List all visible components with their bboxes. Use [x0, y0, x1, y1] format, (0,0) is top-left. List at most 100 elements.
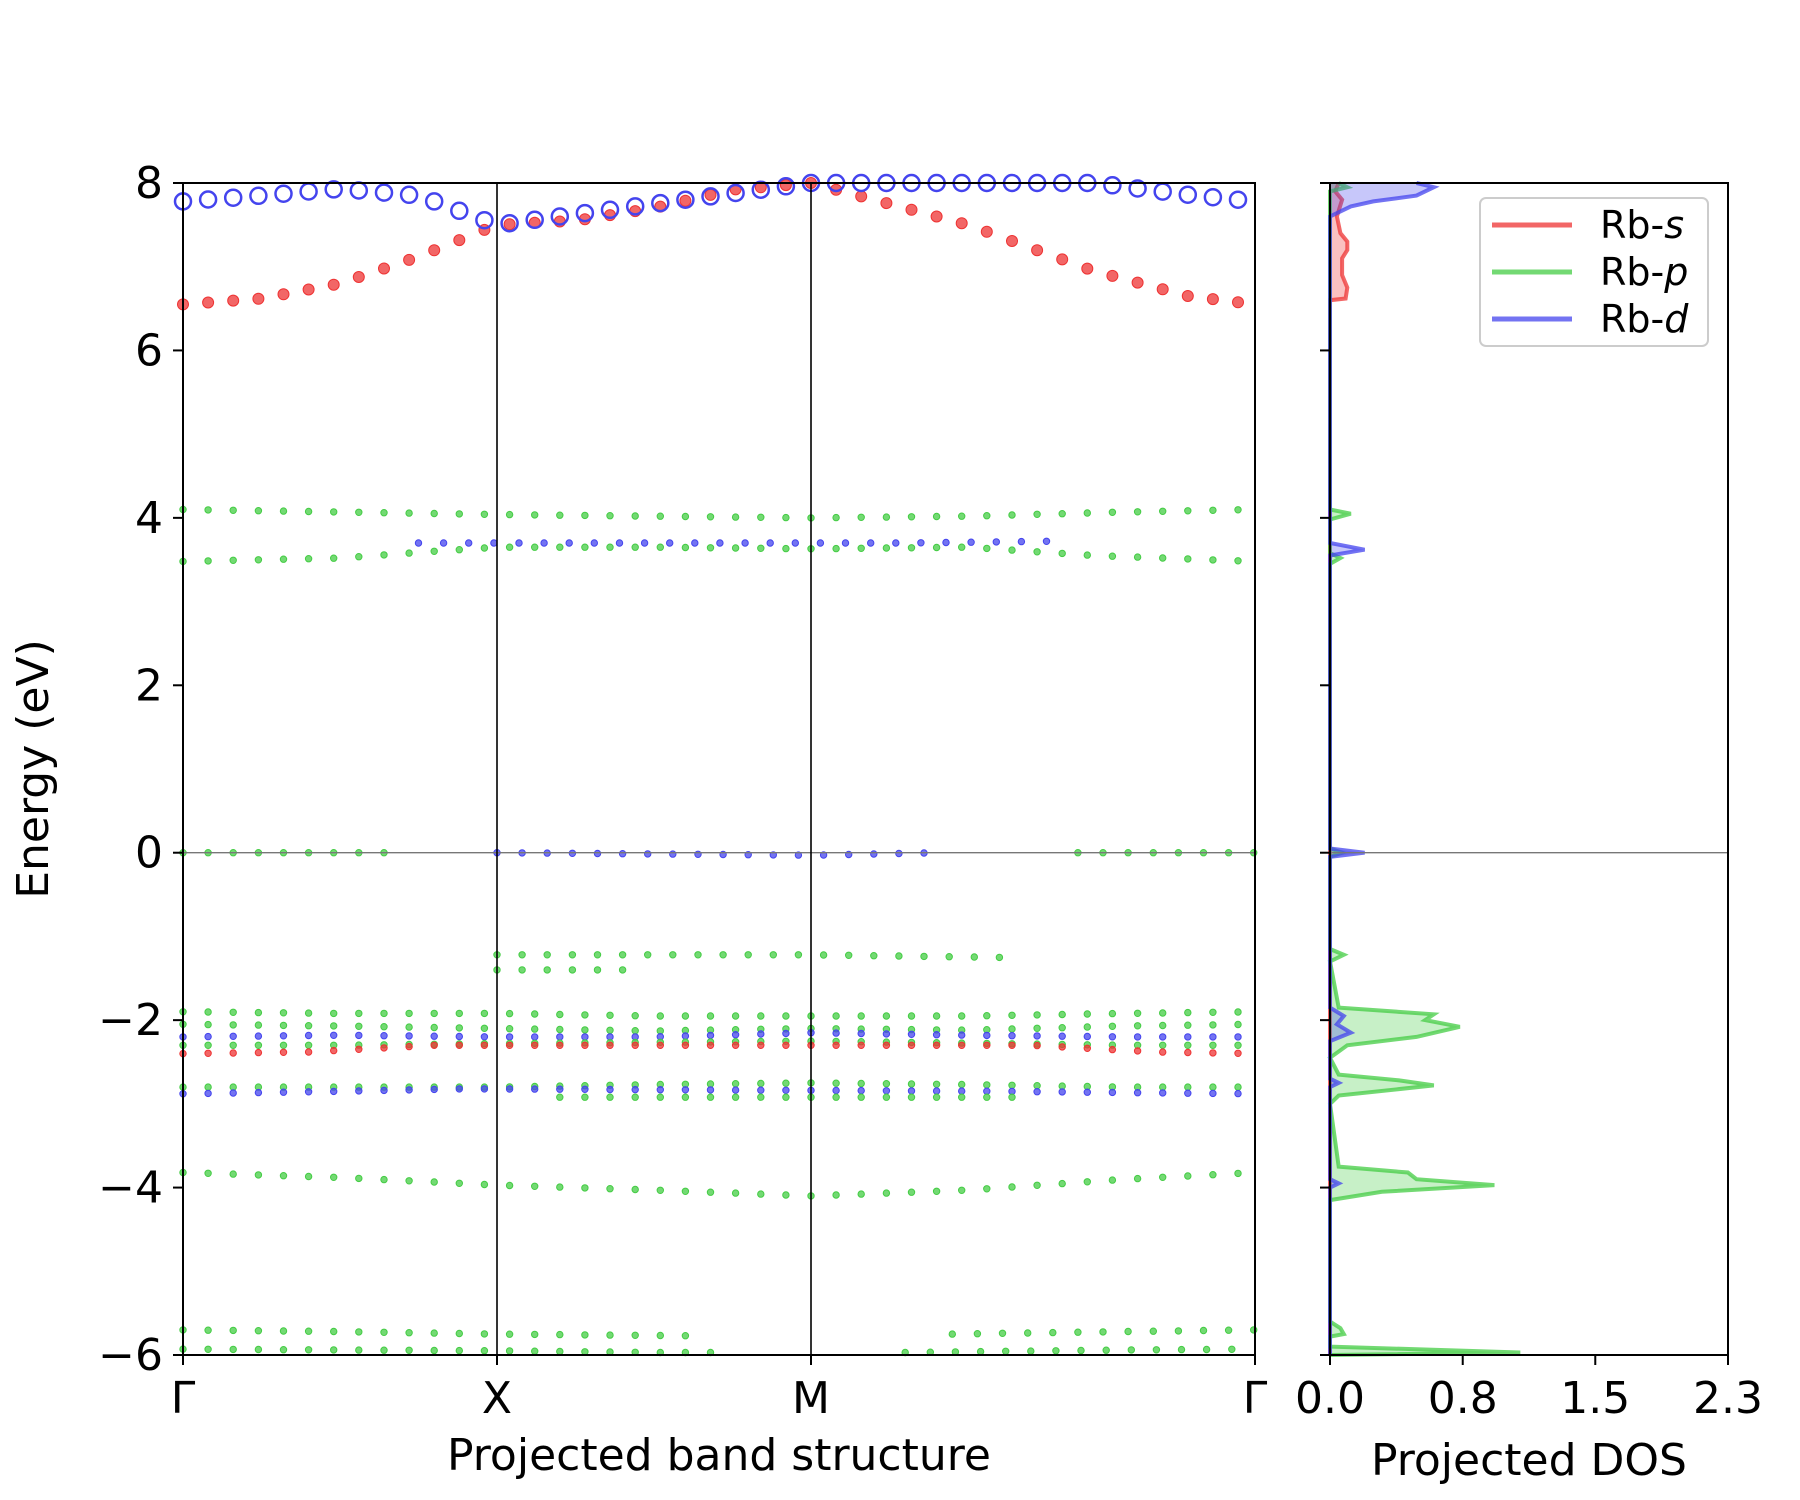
band-point [983, 512, 991, 520]
k-point-label: Γ [171, 1373, 196, 1424]
band-point [531, 1182, 539, 1191]
band-point [279, 1032, 288, 1040]
band-point [279, 1088, 288, 1096]
band-point [1128, 179, 1147, 198]
band-point [1234, 1089, 1242, 1098]
k-point-label: M [792, 1373, 830, 1424]
band-point [1108, 552, 1117, 560]
band-point [855, 190, 868, 203]
band-point [782, 1086, 790, 1095]
band-point [355, 1174, 363, 1183]
band-point [380, 551, 388, 559]
band-point [832, 513, 840, 522]
band-point [857, 1086, 865, 1095]
band-point [505, 1009, 514, 1018]
band-point [1131, 276, 1144, 289]
band-point [204, 1345, 212, 1354]
band-point [970, 953, 978, 961]
band-point [405, 1329, 413, 1337]
band-point [782, 1093, 790, 1101]
band-point [531, 1347, 539, 1355]
band-point [882, 1041, 891, 1050]
band-point [1199, 1326, 1208, 1335]
band-point [330, 1173, 338, 1182]
band-point [254, 1032, 263, 1040]
band-point [958, 1012, 966, 1020]
band-point [882, 513, 891, 521]
band-point [656, 1186, 664, 1195]
band-point [1042, 537, 1051, 545]
band-point [254, 1345, 263, 1354]
band-point [606, 1185, 614, 1193]
band-point [681, 1041, 690, 1050]
band-point [882, 1012, 891, 1020]
band-point [279, 1346, 288, 1354]
band-point [430, 1178, 438, 1186]
band-point [299, 182, 318, 201]
band-point [625, 197, 645, 216]
band-point [631, 1085, 639, 1094]
k-point-label: X [482, 1373, 512, 1424]
band-point [880, 197, 893, 210]
band-point [832, 1086, 840, 1095]
band-point [782, 513, 790, 522]
dos-x-tick-label: 0.0 [1295, 1373, 1365, 1424]
band-point [973, 1330, 982, 1338]
band-point [907, 1012, 916, 1020]
band-point [593, 951, 602, 959]
band-point [932, 1031, 941, 1039]
band-point [202, 296, 215, 309]
band-point [1006, 235, 1018, 247]
band-point [1133, 1022, 1142, 1030]
band-point [480, 1330, 489, 1338]
band-point [679, 194, 692, 207]
band-point [277, 288, 290, 301]
band-point [644, 951, 652, 959]
band-point [1033, 548, 1041, 556]
band-point [556, 1347, 564, 1356]
band-point [1099, 1328, 1107, 1336]
band-point [615, 539, 624, 547]
band-point [1224, 1326, 1233, 1334]
band-point [1124, 1327, 1132, 1336]
band-point [518, 951, 526, 959]
band-point [1178, 185, 1198, 204]
band-point [424, 192, 444, 211]
band-point [355, 508, 363, 516]
band-point [430, 1346, 438, 1355]
band-point [1234, 1008, 1242, 1016]
band-point [518, 966, 526, 974]
band-point [593, 966, 602, 974]
band-point [556, 511, 564, 519]
band-point [992, 538, 1000, 546]
band-point [769, 951, 777, 959]
band-point [1083, 1032, 1092, 1041]
band-point [1184, 1089, 1192, 1097]
band-point [1133, 1089, 1142, 1097]
band-point [455, 1179, 463, 1188]
band-point [581, 543, 589, 551]
band-point [330, 1046, 338, 1055]
band-point [581, 1041, 589, 1050]
dos-plot-frame [1329, 182, 1729, 1356]
band-point [666, 539, 674, 547]
band-point [757, 1041, 765, 1050]
dos-x-tick-label: 1.5 [1560, 1373, 1630, 1424]
band-point [1033, 510, 1041, 518]
band-point [1149, 1327, 1158, 1335]
band-point [480, 1180, 489, 1189]
band-point [731, 513, 740, 521]
band-point [556, 1025, 564, 1034]
band-point [857, 513, 865, 521]
band-point [254, 1327, 263, 1335]
band-point [606, 512, 614, 520]
band-point [932, 1012, 941, 1020]
band-point [455, 510, 463, 518]
band-point [1108, 508, 1117, 516]
band-point [279, 1041, 288, 1050]
band-point [945, 953, 953, 961]
band-point [983, 1012, 991, 1020]
band-point [330, 1031, 338, 1040]
band-point [355, 553, 363, 561]
